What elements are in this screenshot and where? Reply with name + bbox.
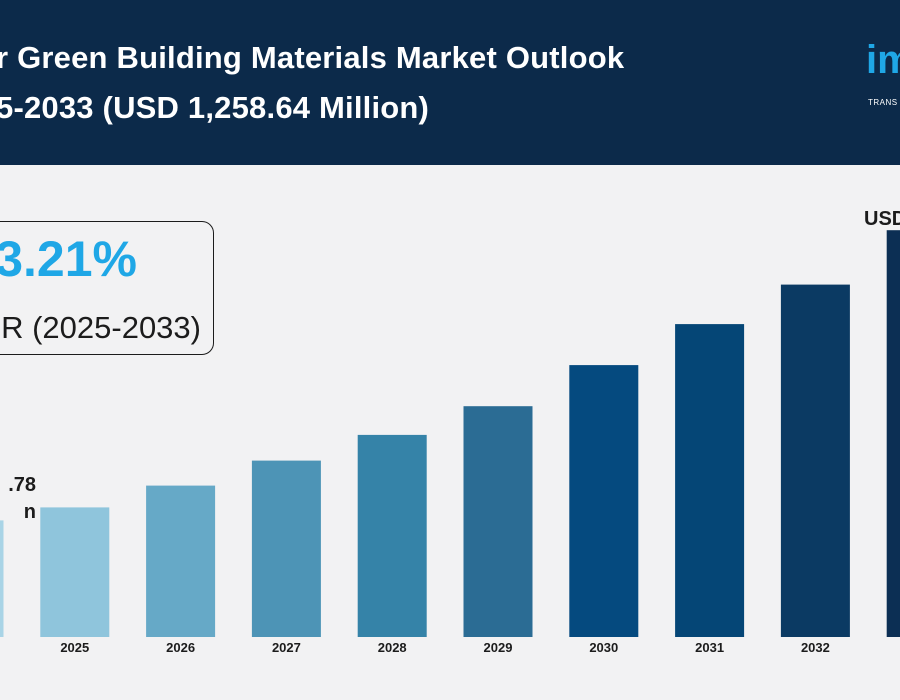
logo-mark: im [866, 38, 900, 82]
page-title-line-2: 5-2033 (USD 1,258.64 Million) [0, 90, 430, 125]
bar-2025 [40, 507, 110, 637]
start-value-line-1: .78 [8, 474, 36, 496]
chart-bars [0, 230, 900, 637]
x-tick-label-2029: 2029 [484, 640, 513, 655]
start-value-annotation: .78 n [8, 472, 36, 526]
bar-2028 [357, 434, 427, 637]
cagr-box: 3.21% R (2025-2033) [0, 221, 214, 355]
x-tick-label-2026: 2026 [166, 640, 195, 655]
bar-2033 [886, 230, 900, 637]
end-value-line-1: USD [864, 208, 900, 230]
start-value-line-2: n [23, 501, 36, 523]
chart-x-ticks: 2025 2026 2027 2028 2029 2030 2031 2032 [60, 640, 830, 655]
page-title-line-1: r Green Building Materials Market Outloo… [0, 40, 625, 75]
bar-2029 [463, 406, 533, 637]
x-tick-label-2031: 2031 [695, 640, 724, 655]
bar-2024 [0, 520, 4, 637]
cagr-label: R (2025-2033) [1, 310, 201, 345]
bar-2032 [780, 284, 850, 637]
header-banner: r Green Building Materials Market Outloo… [0, 0, 900, 165]
bar-2031 [675, 324, 745, 637]
bar-2030 [569, 365, 639, 637]
x-tick-label-2025: 2025 [60, 640, 89, 655]
x-tick-label-2028: 2028 [378, 640, 407, 655]
x-tick-label-2032: 2032 [801, 640, 830, 655]
bar-2027 [251, 460, 321, 637]
bar-2026 [146, 485, 216, 637]
company-logo: im TRANS [866, 40, 900, 110]
cagr-value: 3.21% [0, 231, 137, 287]
x-tick-label-2027: 2027 [272, 640, 301, 655]
x-tick-label-2030: 2030 [589, 640, 618, 655]
logo-subtext: TRANS [868, 98, 898, 107]
